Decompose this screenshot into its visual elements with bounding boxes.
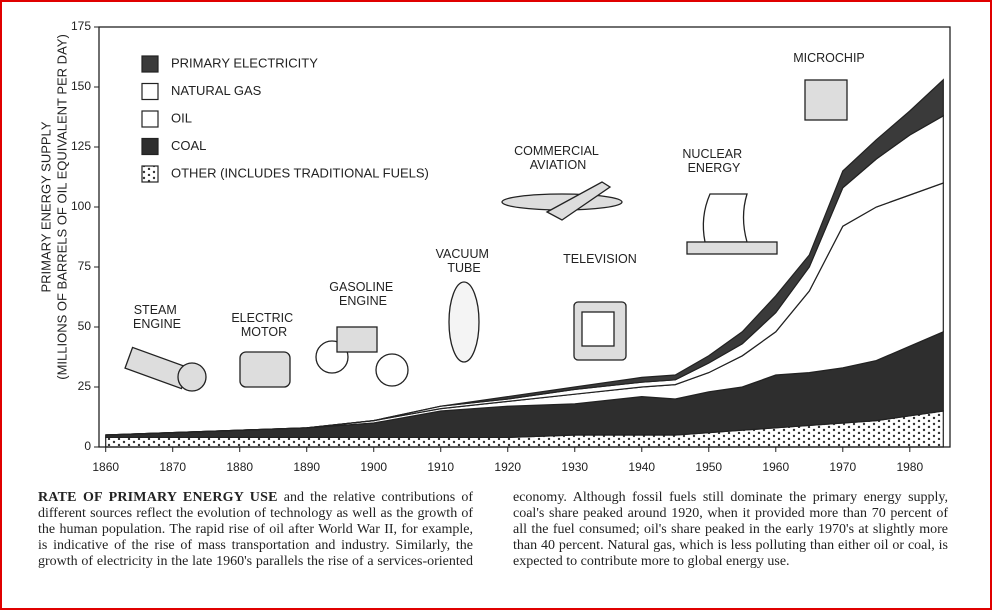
plot-frame	[98, 26, 951, 448]
y-tick-label: 75	[78, 259, 92, 273]
x-tick-label: 1930	[561, 460, 588, 474]
y-tick-label: 150	[71, 79, 91, 93]
annotation: COMMERCIAL AVIATION	[514, 144, 602, 172]
chart: 0 25 50 75 100 125 150 175 1860 1870 1880 1890 1900 1…	[38, 19, 951, 474]
annotation: STEAM ENGINE	[133, 303, 181, 331]
icon-shape	[581, 311, 615, 347]
x-tick-label: 1920	[494, 460, 521, 474]
annotation: ELECTRIC MOTOR	[231, 311, 296, 339]
y-tick-label: 100	[71, 199, 91, 213]
x-tick-label: 1980	[896, 460, 923, 474]
legend-label: NATURAL GAS	[171, 83, 262, 98]
legend-swatch	[141, 110, 159, 128]
icons	[124, 79, 848, 392]
y-axis-label: PRIMARY ENERGY SUPPLY	[38, 121, 53, 292]
x-tick-label: 1860	[92, 460, 119, 474]
legend-label: COAL	[171, 138, 206, 153]
y-tick-label: 25	[78, 379, 92, 393]
icon-shape	[686, 241, 778, 255]
annotation: TELEVISION	[563, 252, 637, 266]
legend-label: PRIMARY ELECTRICITY	[171, 55, 318, 70]
icon-shape	[177, 362, 207, 392]
icon-shape	[545, 181, 612, 221]
x-tick-label: 1880	[226, 460, 253, 474]
y-tick-label: 0	[84, 439, 91, 453]
icon-shape	[702, 193, 748, 243]
y-tick-label: 125	[71, 139, 91, 153]
x-tick-label: 1940	[628, 460, 655, 474]
y-axis-label: (MILLIONS OF BARRELS OF OIL EQUIVALENT P…	[54, 34, 69, 380]
caption: RATE OF PRIMARY ENERGY USE and the relat…	[38, 490, 948, 570]
x-tick-label: 1910	[427, 460, 454, 474]
x-tick-label: 1970	[829, 460, 856, 474]
legend-swatch	[141, 82, 159, 101]
icon-shape	[315, 340, 349, 374]
y-tick-label: 175	[71, 19, 91, 33]
legend-swatch	[141, 137, 159, 156]
legend-label: OTHER (INCLUDES TRADITIONAL FUELS)	[171, 165, 429, 180]
annotation: NUCLEAR ENERGY	[682, 147, 745, 175]
icon-shape	[804, 79, 848, 121]
icon-shape	[336, 326, 378, 353]
x-tick-label: 1900	[360, 460, 387, 474]
area	[105, 78, 944, 436]
icon-shape	[375, 353, 409, 387]
x-tick-label: 1870	[159, 460, 186, 474]
annotation: VACUUM TUBE	[436, 247, 493, 275]
x-tick-label: 1960	[762, 460, 789, 474]
caption-text: and the relative contributions of differ…	[38, 490, 948, 569]
caption-title: RATE OF PRIMARY ENERGY USE	[38, 490, 278, 505]
legend-label: OIL	[171, 110, 192, 125]
annotation: GASOLINE ENGINE	[329, 280, 396, 308]
annotation: MICROCHIP	[793, 51, 865, 65]
x-tick-label: 1890	[293, 460, 320, 474]
icon-shape	[448, 281, 480, 363]
x-tick-label: 1950	[695, 460, 722, 474]
legend-swatch	[141, 165, 159, 183]
y-tick-label: 50	[78, 319, 92, 333]
icon-shape	[239, 351, 291, 388]
legend-swatch	[141, 55, 159, 73]
